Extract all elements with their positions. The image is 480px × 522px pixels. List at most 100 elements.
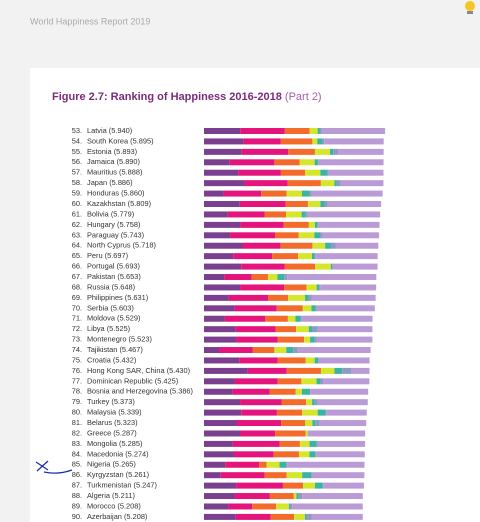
bar-segment <box>301 378 317 385</box>
bar-segment <box>277 357 306 364</box>
bar-segment <box>276 409 303 416</box>
bar-segment <box>277 336 305 343</box>
bar-segment <box>280 242 313 249</box>
figure-title: Figure 2.7: Ranking of Happiness 2016-20… <box>52 91 322 103</box>
country-label: Paraguay (5.743) <box>87 230 144 239</box>
bar-segment <box>309 128 318 134</box>
bar-segment <box>298 493 303 500</box>
bar-segment <box>236 336 278 343</box>
bar-segment <box>204 221 241 228</box>
country-label: Moldova (5.529) <box>87 314 140 323</box>
bar-segment <box>204 284 241 291</box>
bar-segment <box>204 440 233 447</box>
rank-label: 72. <box>72 324 82 333</box>
bar-segment <box>276 503 289 510</box>
bar-segment <box>204 388 233 395</box>
country-label: Nigeria (5.265) <box>87 460 136 469</box>
bar-segment <box>234 493 270 500</box>
rank-label: 59. <box>72 189 82 198</box>
bar-segment <box>324 201 328 208</box>
bar-segment <box>204 409 242 416</box>
bar-segment <box>275 232 299 239</box>
country-label: Japan (5.886) <box>87 178 133 187</box>
bar-segment <box>204 399 241 406</box>
bar-segment <box>314 221 318 228</box>
bar-segment <box>305 357 315 364</box>
bar-segment <box>309 190 312 197</box>
bar-segment <box>204 493 235 500</box>
country-label: Hungary (5.758) <box>87 220 140 229</box>
bar-segment <box>204 242 243 249</box>
country-label: Peru (5.697) <box>87 251 128 260</box>
bar-segment <box>350 367 370 374</box>
bar-segment <box>325 409 327 416</box>
bar-segment <box>308 430 366 437</box>
bar-segment <box>232 440 280 447</box>
bar-segment <box>233 253 273 260</box>
country-label: Azerbaijan (5.208) <box>87 512 147 521</box>
country-label: Kazakhstan (5.809) <box>87 199 151 208</box>
rank-label: 81. <box>72 418 82 427</box>
bar-segment <box>320 180 335 187</box>
bar-segment <box>317 159 319 166</box>
bar-segment <box>204 472 221 479</box>
bar-segment <box>272 253 299 260</box>
bar-segment <box>294 513 305 520</box>
bar-segment <box>204 138 244 145</box>
rank-label: 61. <box>72 209 82 218</box>
bar-segment <box>220 472 265 479</box>
bar-segment <box>312 253 315 260</box>
bar-segment <box>312 138 318 145</box>
bar-segment <box>317 399 368 406</box>
rank-label: 55. <box>72 147 82 156</box>
bar-segment <box>238 169 281 176</box>
bar-segment <box>204 305 235 312</box>
bar-segment <box>204 326 236 333</box>
rank-label: 66. <box>72 262 82 271</box>
bar-segment <box>204 159 230 166</box>
bar-segment <box>326 409 367 416</box>
bar-segment <box>236 482 283 489</box>
bar-segment <box>330 263 333 270</box>
rank-label: 74. <box>72 345 82 354</box>
country-label: Mongolia (5.285) <box>87 439 142 448</box>
bar-segment <box>302 472 312 479</box>
bar-segment <box>230 232 276 239</box>
bar-segment <box>269 388 296 395</box>
bar-segment <box>316 305 375 312</box>
bar-segment <box>204 128 241 134</box>
bar-segment <box>204 211 228 218</box>
bar-segment <box>282 482 303 489</box>
bar-segment <box>299 440 310 447</box>
rank-label: 65. <box>72 251 82 260</box>
bar-segment <box>269 493 294 500</box>
bar-segment <box>225 461 260 468</box>
bar-segment <box>297 347 371 354</box>
bar-segment <box>307 201 321 208</box>
bar-segment <box>311 305 316 312</box>
bar-segment <box>284 128 310 134</box>
bar-segment <box>335 242 379 249</box>
bar-segment <box>298 253 313 260</box>
bar-segment <box>286 347 294 354</box>
bar-segment <box>264 211 287 218</box>
bar-segment <box>265 315 288 322</box>
bar-segment <box>312 399 315 406</box>
bar-segment <box>319 378 324 385</box>
country-label: Pakistan (5.653) <box>87 272 141 281</box>
bar-segment <box>301 190 310 197</box>
bar-segment <box>239 201 286 208</box>
country-label: Turkey (5.373) <box>87 397 135 406</box>
rank-label: 90. <box>72 512 82 521</box>
bar-segment <box>317 221 318 228</box>
rank-label: 89. <box>72 501 82 510</box>
rank-label: 86. <box>72 470 82 479</box>
bar-segment <box>204 367 248 374</box>
rank-label: 71. <box>72 314 82 323</box>
country-label: Kyrgyzstan (5.261) <box>87 470 149 479</box>
bar-segment <box>312 420 316 427</box>
bar-segment <box>332 263 333 270</box>
bar-segment <box>316 440 318 447</box>
bar-segment <box>259 461 267 468</box>
bar-segment <box>325 242 331 249</box>
